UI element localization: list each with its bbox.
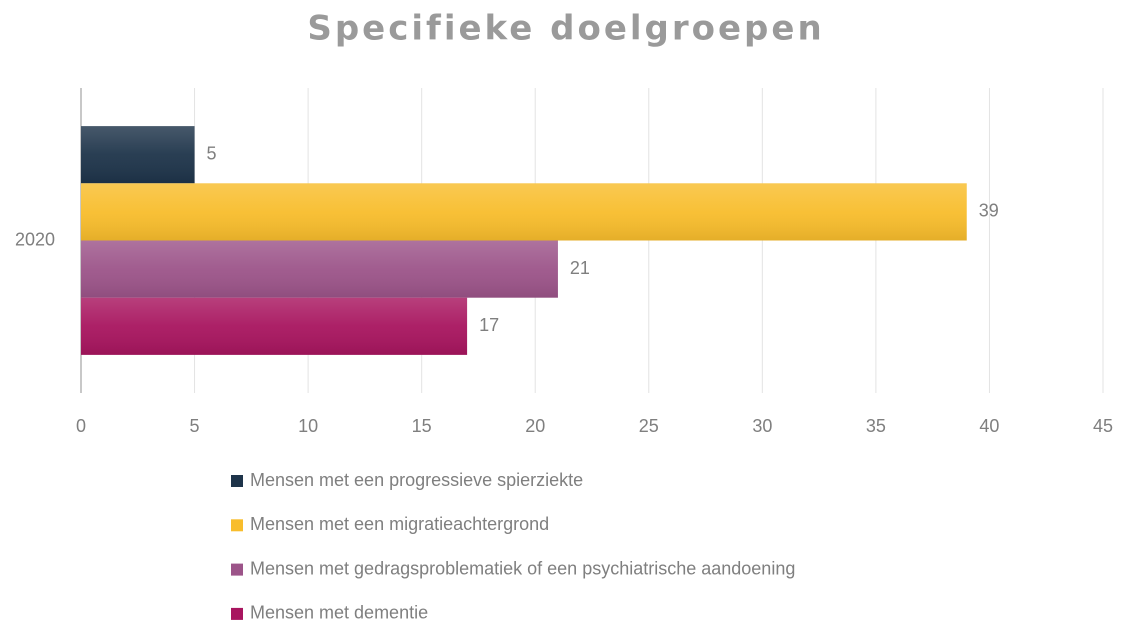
x-tick-label: 0 xyxy=(76,416,86,436)
x-tick-label: 15 xyxy=(412,416,432,436)
x-tick-label: 45 xyxy=(1093,416,1113,436)
x-tick-label: 40 xyxy=(979,416,999,436)
legend-label: Mensen met een progressieve spierziekte xyxy=(250,470,583,490)
legend-swatch xyxy=(231,475,243,487)
x-tick-label: 20 xyxy=(525,416,545,436)
bar xyxy=(81,183,967,241)
x-tick-label: 25 xyxy=(639,416,659,436)
x-tick-label: 10 xyxy=(298,416,318,436)
data-label: 5 xyxy=(207,143,217,163)
data-label: 39 xyxy=(979,201,999,221)
bar xyxy=(81,240,558,298)
x-tick-label: 30 xyxy=(752,416,772,436)
legend-label: Mensen met gedragsproblematiek of een ps… xyxy=(250,558,795,578)
chart-title: Specifieke doelgroepen xyxy=(307,9,824,49)
y-tick-label: 2020 xyxy=(15,229,55,249)
bar xyxy=(81,126,195,184)
x-tick-label: 35 xyxy=(866,416,886,436)
legend-label: Mensen met een migratieachtergrond xyxy=(250,514,549,534)
data-label: 17 xyxy=(479,315,499,335)
legend-swatch xyxy=(231,563,243,576)
data-label: 21 xyxy=(570,258,590,278)
x-tick-label: 5 xyxy=(190,416,200,436)
bar xyxy=(81,297,468,355)
legend-swatch xyxy=(231,607,243,620)
legend-swatch xyxy=(231,519,243,532)
legend-label: Mensen met dementie xyxy=(250,603,428,623)
